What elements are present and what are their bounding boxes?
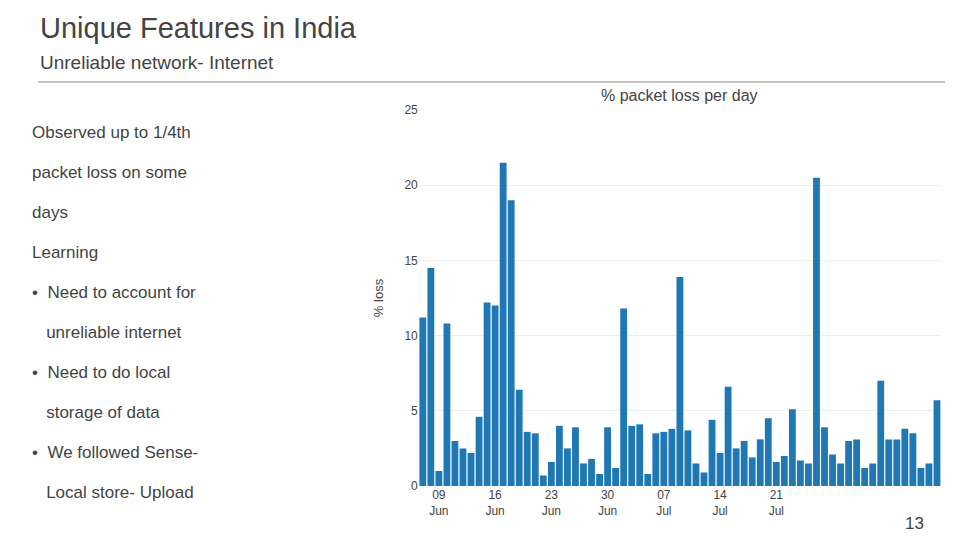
svg-text:20: 20	[404, 178, 418, 192]
svg-text:10: 10	[404, 329, 418, 343]
svg-text:23Jun: 23Jun	[542, 488, 561, 518]
svg-text:13: 13	[905, 514, 924, 533]
svg-text:25: 25	[404, 103, 418, 117]
svg-text:Learning: Learning	[32, 243, 98, 262]
svg-text:• We followed Sense-: • We followed Sense-	[32, 443, 198, 462]
svg-text:Local store- Upload: Local store- Upload	[32, 483, 194, 502]
svg-text:• Need to account for: • Need to account for	[32, 283, 196, 302]
svg-text:Unreliable network- Internet: Unreliable network- Internet	[40, 52, 274, 73]
svg-text:14Jul: 14Jul	[712, 488, 727, 518]
svg-text:Observed up to 1/4th: Observed up to 1/4th	[32, 123, 191, 142]
svg-text:Unique Features in India: Unique Features in India	[40, 12, 357, 44]
svg-text:16Jun: 16Jun	[485, 488, 504, 518]
svg-text:% loss: % loss	[371, 278, 386, 317]
svg-text:unreliable internet: unreliable internet	[32, 323, 182, 342]
svg-text:15: 15	[404, 254, 418, 268]
svg-text:0: 0	[411, 479, 418, 493]
svg-text:5: 5	[411, 404, 418, 418]
svg-text:07Jul: 07Jul	[656, 488, 671, 518]
svg-text:% packet loss per day: % packet loss per day	[601, 87, 758, 104]
svg-text:30Jun: 30Jun	[598, 488, 617, 518]
svg-text:09Jun: 09Jun	[429, 488, 448, 518]
svg-text:packet loss on some: packet loss on some	[32, 163, 187, 182]
svg-text:21Jul: 21Jul	[769, 488, 784, 518]
svg-text:• Need to do local: • Need to do local	[32, 363, 170, 382]
svg-text:storage of data: storage of data	[32, 403, 160, 422]
svg-text:days: days	[32, 203, 68, 222]
